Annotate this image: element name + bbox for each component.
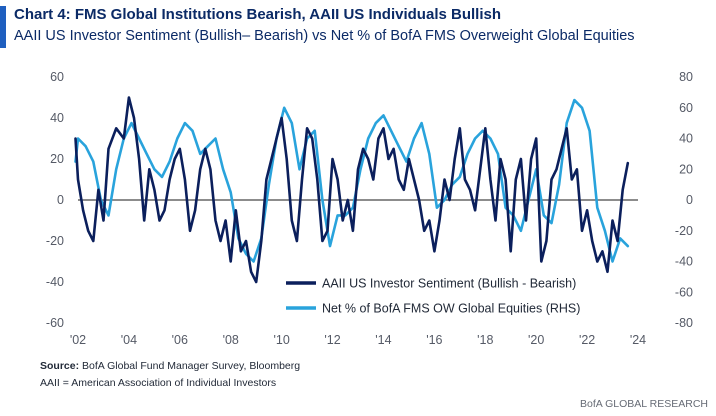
x-tick-label: '02 [70,333,86,347]
aaii-series-line [74,96,630,284]
right-tick-label: 40 [679,132,693,146]
x-tick-label: '12 [324,333,340,347]
left-tick-label: -20 [46,234,64,248]
x-tick-label: '18 [477,333,493,347]
x-tick-label: '20 [528,333,544,347]
x-axis: '02 '04 '06 '08 '10 '12 '14 '16 '18 '20 '22 '24 [70,333,646,347]
left-axis: 60 40 20 0 -20 -40 -60 [46,70,64,330]
left-tick-label: 0 [57,193,64,207]
chart-subtitle: AAII US Investor Sentiment (Bullish– Bea… [14,28,635,44]
legend: AAII US Investor Sentiment (Bullish - Be… [286,277,580,316]
right-tick-label: 0 [686,193,693,207]
left-tick-label: 60 [50,70,64,84]
left-tick-label: -60 [46,316,64,330]
right-tick-label: 80 [679,70,693,84]
right-tick-label: -80 [675,316,693,330]
left-tick-label: -40 [46,275,64,289]
x-tick-label: '14 [375,333,391,347]
legend-label: AAII US Investor Sentiment (Bullish - Be… [322,277,576,291]
brand-label: BofA GLOBAL RESEARCH [580,398,708,410]
x-tick-label: '10 [273,333,289,347]
right-tick-label: 60 [679,101,693,115]
chart-title: Chart 4: FMS Global Institutions Bearish… [14,6,501,23]
source-text: BofA Global Fund Manager Survey, Bloombe… [82,360,301,372]
title-accent-bar [0,6,6,48]
source-line: Source: BofA Global Fund Manager Survey,… [40,360,300,372]
footnote: AAII = American Association of Individua… [40,377,277,389]
right-tick-label: 20 [679,162,693,176]
x-tick-label: '08 [223,333,239,347]
source-label: Source: [40,360,80,372]
right-axis: 80 60 40 20 0 -20 -40 -60 -80 [675,70,693,330]
right-tick-label: -60 [675,285,693,299]
chart-area: 60 40 20 0 -20 -40 -60 80 60 40 20 0 -20 -40 -60 -80 '… [46,70,693,347]
legend-label: Net % of BofA FMS OW Global Equities (RH… [322,302,580,316]
right-tick-label: -20 [675,224,693,238]
left-tick-label: 20 [50,152,64,166]
x-tick-label: '22 [579,333,595,347]
x-tick-label: '06 [172,333,188,347]
right-tick-label: -40 [675,255,693,269]
x-tick-label: '04 [121,333,137,347]
x-tick-label: '16 [426,333,442,347]
left-tick-label: 40 [50,111,64,125]
fms-series-line [74,98,630,263]
series-group [74,96,630,284]
x-tick-label: '24 [630,333,646,347]
